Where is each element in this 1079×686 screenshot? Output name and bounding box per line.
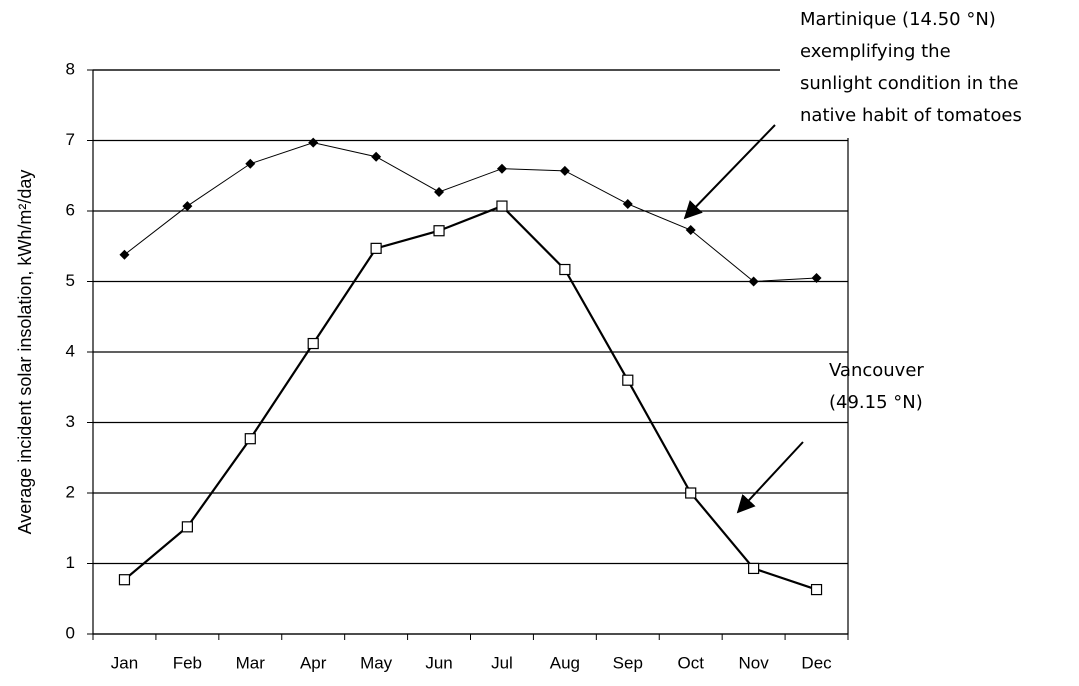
- point: [119, 249, 130, 260]
- point: [810, 583, 823, 596]
- x-tick-label: Jan: [111, 653, 138, 672]
- annotation-text: Martinique (14.50 °N): [800, 9, 996, 30]
- series-line: [124, 142, 817, 283]
- y-tick-label: 7: [66, 130, 75, 149]
- point: [685, 487, 697, 499]
- point: [559, 165, 570, 176]
- annotation-arrow: [736, 441, 804, 514]
- x-tick-label: Dec: [801, 653, 832, 672]
- point: [748, 276, 759, 287]
- x-tick-label: May: [360, 653, 393, 672]
- x-tick-label: Jun: [425, 653, 452, 672]
- point: [244, 433, 256, 445]
- point: [370, 242, 382, 254]
- annotation-text: Vancouver: [829, 360, 924, 381]
- y-tick-label: 2: [66, 482, 75, 501]
- annotation-text: exemplifying the: [800, 41, 951, 62]
- point: [811, 272, 822, 283]
- series-line: [123, 204, 817, 591]
- point: [496, 200, 508, 212]
- point: [182, 201, 193, 212]
- point: [434, 186, 445, 197]
- x-tick-label: Nov: [739, 653, 770, 672]
- point: [181, 521, 193, 533]
- x-tick-label: Mar: [236, 653, 266, 672]
- y-tick-label: 4: [66, 341, 75, 360]
- annotation-bg: [780, 0, 1079, 138]
- point: [622, 374, 634, 386]
- x-tick-label: Oct: [677, 653, 704, 672]
- y-tick-label: 0: [66, 623, 75, 642]
- annotation-arrow: [683, 124, 776, 220]
- annotation-text: (49.15 °N): [829, 392, 923, 413]
- point: [118, 574, 131, 586]
- point: [559, 263, 571, 276]
- x-tick-label: Jul: [491, 653, 513, 672]
- y-tick-label: 1: [66, 553, 75, 572]
- point: [433, 225, 445, 237]
- y-tick-label: 8: [66, 59, 75, 78]
- point: [371, 151, 382, 162]
- point: [496, 163, 507, 174]
- x-tick-label: Aug: [550, 653, 580, 672]
- y-tick-label: 3: [66, 412, 75, 431]
- y-axis-label: Average incident solar insolation, kWh/m…: [15, 170, 35, 535]
- x-tick-label: Sep: [613, 653, 643, 672]
- y-tick-label: 5: [66, 271, 75, 290]
- point: [308, 137, 319, 148]
- point: [307, 337, 319, 350]
- grid: [93, 69, 848, 635]
- annotation-text: sunlight condition in the: [800, 73, 1018, 94]
- point: [622, 198, 633, 209]
- point: [748, 562, 760, 575]
- point: [245, 158, 256, 169]
- x-tick-label: Feb: [173, 653, 202, 672]
- y-tick-label: 6: [66, 200, 75, 219]
- annotation-text: native habit of tomatoes: [800, 105, 1022, 126]
- point: [685, 225, 696, 236]
- x-tick-label: Apr: [300, 653, 327, 672]
